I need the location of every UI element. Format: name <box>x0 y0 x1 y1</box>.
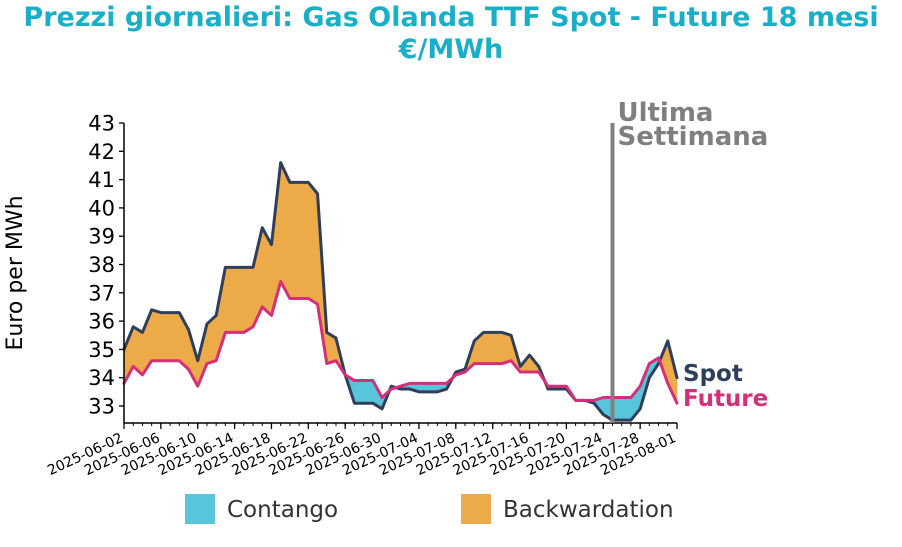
backwardation-area-12 <box>234 267 245 333</box>
series-line-group <box>122 161 679 422</box>
y-tick-label-10: 43 <box>88 112 115 136</box>
legend: Contango Backwardation <box>185 494 674 524</box>
backwardation-area-19 <box>298 182 309 299</box>
spot-series-label: Spot <box>683 361 743 387</box>
future-series-label: Future <box>683 386 768 412</box>
backwardation-area-5 <box>169 312 180 362</box>
backwardation-area-42 <box>483 332 493 364</box>
future-series-line <box>122 279 679 405</box>
backwardation-area-18 <box>289 182 300 299</box>
y-tick-label-1: 34 <box>88 366 115 390</box>
chart-title-line-1: Prezzi giornalieri: Gas Olanda TTF Spot … <box>23 2 879 33</box>
backwardation-area-11 <box>225 267 235 333</box>
y-tick-label-6: 39 <box>88 225 115 249</box>
y-tick-label-3: 36 <box>88 310 115 334</box>
spot-series-line <box>122 161 679 422</box>
backwardation-area-43 <box>492 332 503 364</box>
legend-label-contango: Contango <box>227 497 338 523</box>
backwardation-area-13 <box>243 267 254 333</box>
backwardation-area-44 <box>501 332 512 364</box>
backwardation-area-20 <box>308 181 318 305</box>
backwardation-area-3 <box>151 309 162 362</box>
y-tick-label-8: 41 <box>88 168 115 192</box>
legend-swatch-contango <box>185 494 215 524</box>
axes-group: 33343536373839404142432025-06-022025-06-… <box>3 112 679 480</box>
chart-title-line-2: €/MWh <box>398 34 504 65</box>
y-tick-label-7: 40 <box>88 196 115 220</box>
legend-label-backwardation: Backwardation <box>503 497 674 523</box>
backwardation-area-4 <box>160 312 171 362</box>
y-tick-label-5: 38 <box>88 253 115 277</box>
y-tick-label-2: 35 <box>88 338 115 362</box>
y-axis-label: Euro per MWh <box>3 195 28 350</box>
contango-area-57 <box>621 397 632 421</box>
contango-area-25 <box>354 380 364 404</box>
y-tick-label-0: 33 <box>88 395 115 419</box>
marker-label-line-1: Ultima <box>617 98 713 128</box>
spread-fill-group <box>123 162 678 422</box>
legend-swatch-backwardation <box>461 494 491 524</box>
contango-area-26 <box>363 380 374 404</box>
marker-label-line-2: Settimana <box>617 122 768 152</box>
y-tick-label-9: 42 <box>88 140 115 164</box>
chart-title: Prezzi giornalieri: Gas Olanda TTF Spot … <box>0 2 902 66</box>
y-tick-label-4: 37 <box>88 281 115 305</box>
